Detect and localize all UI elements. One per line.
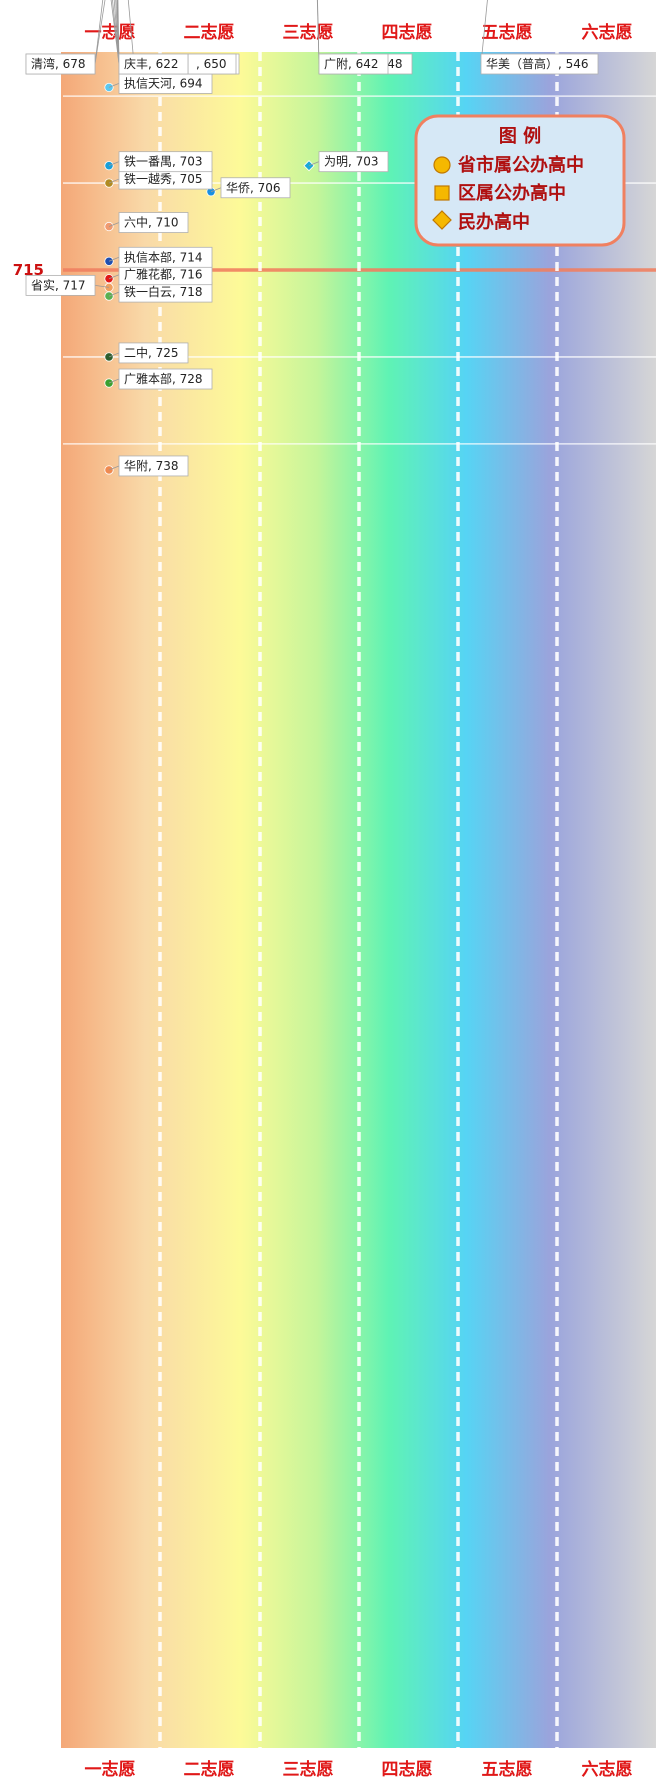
point-label: 铁一白云, 718 <box>124 284 203 299</box>
point-label-box <box>118 53 189 75</box>
y-tick-label: 715 <box>13 261 44 279</box>
legend-square-icon <box>434 185 450 201</box>
point-label-box <box>220 177 291 199</box>
legend-diamond-icon <box>432 210 452 230</box>
data-point: 六中, 710 <box>104 212 189 233</box>
point-label: 清湾, 678 <box>31 56 86 71</box>
point-label: 华附, 738 <box>124 459 179 473</box>
legend-circle-icon <box>433 156 451 174</box>
point-leader-line <box>115 0 120 65</box>
legend: 图 例 省市属公办高中 区属公办高中 民办高中 <box>414 114 626 247</box>
data-point: 二中, 725 <box>104 342 189 364</box>
x-category-label-top: 一志愿 <box>85 22 136 43</box>
point-leader-line <box>94 0 106 65</box>
point-leader-line <box>94 284 110 288</box>
point-label: 广雅本部, 728 <box>124 371 203 386</box>
legend-entry-label: 区属公办高中 <box>458 182 566 204</box>
point-label: 华侨, 706 <box>226 181 281 195</box>
data-point: 华侨, 706 <box>206 177 291 199</box>
legend-entry-label: 民办高中 <box>458 211 530 233</box>
data-point: 执信天河, 694 <box>104 73 213 94</box>
point-leader-line <box>108 83 120 88</box>
legend-box <box>414 114 626 247</box>
point-leader-line <box>127 0 135 65</box>
point-label: 六中, 710 <box>124 215 179 230</box>
data-point: 为明, 703 <box>303 151 389 173</box>
point-leader-line <box>108 178 120 184</box>
point-leader-line <box>210 187 222 193</box>
point-label-box <box>318 151 389 173</box>
point-leader-line <box>108 465 120 471</box>
data-point: 省实, 717 <box>25 274 114 296</box>
x-category-label-top: 六志愿 <box>582 22 633 43</box>
point-label-box <box>480 53 599 75</box>
data-point: 华美（普高）, 546 <box>480 0 599 75</box>
point-label-box <box>118 246 213 268</box>
point-label-box <box>25 53 96 75</box>
x-category-label-top: 四志愿 <box>382 22 433 43</box>
data-point: 清湾, 678 <box>25 0 104 75</box>
point-label: 广附, 642 <box>324 57 379 71</box>
point-marker-circle <box>104 82 114 93</box>
data-point: 广雅本部, 728 <box>104 368 213 390</box>
x-category-label-bottom: 五志愿 <box>482 1759 533 1780</box>
point-label: 执信本部, 714 <box>124 249 203 264</box>
x-category-label-bottom: 一志愿 <box>85 1759 136 1780</box>
point-leader-line <box>108 378 120 384</box>
bottom-x-axis: 一志愿 二志愿 三志愿 四志愿 五志愿 六志愿 <box>85 1759 633 1780</box>
data-point: 广雅花都, 716 <box>104 264 213 286</box>
point-label: 华美（普高）, 546 <box>486 56 589 71</box>
data-point: 铁一番禺, 703 <box>104 151 213 173</box>
point-label-box <box>118 455 189 477</box>
point-leader-line <box>108 291 120 297</box>
data-point: 庆丰, 622 <box>117 0 189 75</box>
point-label-box <box>118 342 189 364</box>
top-x-axis: 一志愿 二志愿 三志愿 四志愿 五志愿 六志愿 <box>85 22 633 43</box>
point-label: 省实, 717 <box>31 277 86 292</box>
point-label: 铁一越秀, 705 <box>124 172 203 186</box>
point-leader-line <box>108 352 120 358</box>
point-label-box <box>118 368 213 390</box>
point-label-box <box>318 53 389 75</box>
y-axis: 715675635595555 <box>13 261 44 279</box>
x-category-label-bottom: 六志愿 <box>582 1759 633 1780</box>
point-label: 为明, 703 <box>324 155 379 169</box>
x-category-label-bottom: 四志愿 <box>382 1759 433 1780</box>
point-label: 庆丰, 622 <box>124 57 179 71</box>
x-category-label-top: 三志愿 <box>283 22 334 43</box>
legend-entry-label: 省市属公办高中 <box>457 154 584 176</box>
data-point: 执信本部, 714 <box>104 246 213 268</box>
point-leader-line <box>108 222 120 227</box>
point-label: 铁一番禺, 703 <box>124 155 203 169</box>
legend-title: 图 例 <box>499 125 541 147</box>
x-category-label-top: 五志愿 <box>482 22 533 43</box>
point-label-box <box>118 151 213 173</box>
point-leader-line <box>112 0 120 65</box>
data-point: 铁一越秀, 705 <box>104 168 213 190</box>
point-leader-line <box>308 161 320 167</box>
point-leader-line <box>108 274 120 280</box>
point-label-box <box>25 274 96 296</box>
point-label-box <box>118 212 189 233</box>
point-label: 广雅花都, 716 <box>124 267 203 282</box>
data-point: 华附, 738 <box>104 455 189 477</box>
data-point: 铁一白云, 718 <box>104 281 213 303</box>
point-label: 二中, 725 <box>124 345 179 360</box>
data-point: 广附, 642 <box>317 0 389 75</box>
points-layer: 华附, 738 广雅本部, 728 二中, 725 铁一白云, 718 省实, 717 广… <box>25 0 599 477</box>
point-leader-line <box>108 161 120 167</box>
point-label: 执信天河, 694 <box>124 76 203 90</box>
x-category-label-top: 二志愿 <box>184 22 235 43</box>
point-leader-line <box>113 0 120 65</box>
point-leader-line <box>108 256 120 262</box>
x-category-label-bottom: 三志愿 <box>283 1759 334 1780</box>
point-leader-line <box>94 0 104 65</box>
x-category-label-bottom: 二志愿 <box>184 1759 235 1780</box>
